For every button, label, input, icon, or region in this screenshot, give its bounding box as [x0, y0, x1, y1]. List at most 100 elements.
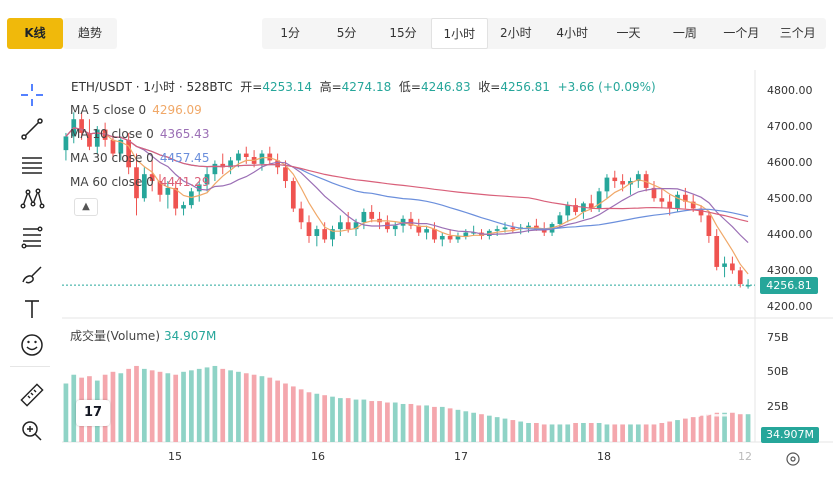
volume-bar [573, 422, 578, 442]
candle-body [635, 174, 641, 182]
watermark: 绿料财经 [634, 396, 731, 421]
ma10-label: MA 10 close 0 [70, 127, 154, 141]
interval-tab[interactable]: 1小时 [431, 18, 488, 49]
interval-tab[interactable]: 2小时 [499, 26, 532, 40]
volume-bar [212, 365, 218, 442]
interval-tab[interactable]: 1分 [280, 26, 301, 40]
interval-tab[interactable]: 一天 [616, 26, 641, 40]
volume-bar [118, 373, 124, 442]
candle-body [353, 222, 359, 230]
zoom-in-icon[interactable] [13, 416, 51, 446]
chart-canvas[interactable] [62, 70, 833, 470]
volume-bar [581, 422, 586, 442]
volume-bar [141, 368, 147, 442]
candle-body [620, 181, 625, 185]
ma10-legend[interactable]: MA 10 close 0 4365.43 [70, 127, 209, 141]
ma60-legend[interactable]: MA 60 close 0 4441.29 [70, 175, 209, 189]
candle-body [596, 191, 602, 209]
candle-body [471, 232, 476, 234]
ma5-value: 4296.09 [152, 103, 202, 117]
fib-icon[interactable] [13, 222, 51, 252]
candle-body [502, 227, 508, 230]
volume-bar [196, 368, 202, 442]
candle-body [220, 163, 226, 168]
volume-bar [494, 417, 500, 442]
interval-tab[interactable]: 15分 [389, 26, 417, 40]
settings-icon[interactable] [784, 450, 802, 468]
volume-bar [314, 393, 320, 442]
collapse-legend-button[interactable]: ▲ [74, 198, 98, 216]
chevron-up-icon: ▲ [82, 201, 90, 212]
volume-bar [675, 420, 680, 442]
volume-bar [259, 376, 265, 442]
ma5-line [65, 127, 749, 275]
volume-bar [424, 405, 429, 442]
high-label: 高= [319, 80, 342, 94]
trendline-icon[interactable] [13, 114, 51, 144]
candle-body [118, 139, 124, 154]
volume-bar [236, 371, 241, 442]
volume-bar [541, 424, 547, 442]
candle-body [134, 167, 139, 199]
candle-body [196, 184, 202, 192]
volume-bar [110, 371, 116, 442]
crosshair-icon[interactable] [13, 80, 51, 110]
ma5-legend[interactable]: MA 5 close 0 4296.09 [70, 103, 202, 117]
volume-bar [714, 412, 720, 442]
candle-body [510, 227, 516, 230]
candle-body [667, 201, 673, 209]
candle-body [306, 222, 312, 236]
volume-bar [267, 377, 273, 442]
volume-bar [408, 403, 414, 442]
interval-tab[interactable]: 5分 [336, 26, 357, 40]
tradingview-logo[interactable]: 17 [76, 400, 110, 426]
candle-body [369, 211, 375, 219]
volume-bar [228, 370, 233, 442]
pattern-icon[interactable] [13, 184, 51, 214]
ma30-legend[interactable]: MA 30 close 0 4457.45 [70, 151, 209, 165]
ma60-line [65, 127, 749, 223]
candle-body [455, 236, 461, 240]
candle-body [643, 174, 649, 188]
candle-body [290, 181, 296, 209]
interval-tab[interactable]: 一个月 [723, 26, 760, 40]
volume-bar [134, 365, 139, 442]
time-tick: 17 [454, 450, 468, 463]
price-tick: 4400.00 [767, 228, 813, 241]
interval-tab[interactable]: 三个月 [779, 26, 816, 40]
candle-body [400, 218, 406, 226]
volume-bar [565, 424, 571, 442]
price-tick: 4800.00 [767, 84, 813, 97]
interval-tab[interactable]: 4小时 [556, 26, 588, 40]
tab-kline[interactable]: K线 [7, 18, 63, 49]
volume-bar [353, 399, 359, 442]
interval-tab[interactable]: 一周 [672, 26, 697, 40]
low-value: 4246.83 [420, 80, 471, 94]
volume-bar [369, 401, 375, 442]
candle-body [165, 187, 171, 195]
volume-bar [604, 424, 610, 442]
ruler-icon[interactable] [13, 380, 51, 410]
candle-body [588, 203, 594, 209]
volume-bar [628, 424, 633, 442]
candle-body [283, 167, 288, 182]
candle-body [63, 136, 69, 151]
volume-legend[interactable]: 成交量(Volume) 34.907M [70, 327, 216, 344]
tab-trend[interactable]: 趋势 [63, 18, 117, 49]
drawing-toolbar [0, 70, 62, 462]
brush-icon[interactable] [13, 260, 51, 290]
open-label: 开= [240, 80, 263, 94]
candle-body [87, 132, 92, 147]
price-chart[interactable]: ETH/USDT · 1小时 · 528BTC 开=4253.14 高=4274… [62, 70, 833, 470]
emoji-icon[interactable] [13, 330, 51, 360]
horizontal-lines-icon[interactable] [13, 150, 51, 180]
candle-body [79, 119, 84, 133]
volume-bar [534, 422, 539, 442]
volume-bar [432, 406, 437, 442]
candle-body [361, 211, 367, 223]
volume-bar [722, 412, 727, 442]
volume-bar [361, 399, 367, 442]
candle-body [439, 236, 445, 240]
high-value: 4274.18 [341, 80, 392, 94]
text-icon[interactable] [13, 294, 51, 324]
